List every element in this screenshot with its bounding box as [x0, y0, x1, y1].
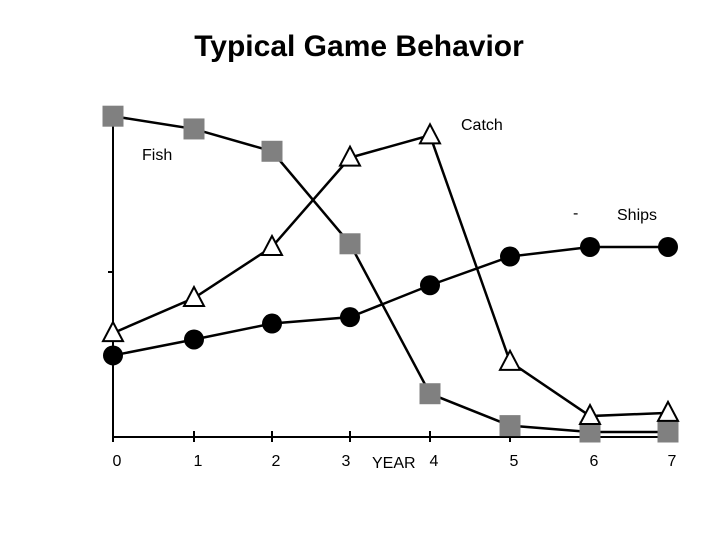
catch-point [338, 144, 362, 167]
fish-point [339, 233, 361, 255]
catch-point [656, 399, 680, 422]
fish-point [657, 421, 679, 443]
ships-point [340, 307, 360, 328]
x-tick-label: 4 [430, 453, 439, 470]
ships-point [420, 275, 440, 296]
x-tick-label: 2 [272, 453, 281, 470]
catch-point [418, 122, 442, 145]
series-line-fish [112, 114, 668, 434]
ships-point [500, 246, 520, 267]
fish-point [261, 140, 283, 162]
catch-point [498, 348, 522, 371]
x-tick-label: 5 [510, 453, 519, 470]
series-label-fish: Fish [142, 147, 172, 164]
annotation-dash: - [573, 205, 578, 222]
x-tick-label: 3 [342, 453, 351, 470]
axes [108, 110, 668, 438]
x-ticks: 0 1 2 3 4 5 6 7 [112, 431, 677, 470]
ships-point [262, 313, 282, 334]
series-markers [101, 105, 680, 443]
fish-point [183, 118, 205, 140]
ships-point [184, 329, 204, 350]
catch-point [578, 402, 602, 426]
series-line-catch [112, 133, 669, 418]
ships-point [580, 236, 600, 257]
ships-point [103, 345, 123, 366]
x-tick-label: 7 [668, 453, 677, 470]
series-label-ships: Ships [617, 207, 657, 224]
chart-title: Typical Game Behavior [194, 30, 524, 63]
x-tick-label: 0 [113, 453, 122, 470]
x-tick-label: 6 [590, 453, 599, 470]
ships-point [658, 236, 678, 257]
catch-point [182, 284, 206, 308]
catch-point [260, 233, 284, 256]
x-tick-label: 1 [194, 453, 203, 470]
series-lines [112, 114, 669, 434]
catch-point [101, 319, 125, 343]
series-label-catch: Catch [461, 117, 503, 134]
fish-point [102, 105, 124, 127]
fish-point [499, 415, 521, 437]
series-line-ships [112, 245, 668, 357]
fish-point [419, 383, 441, 405]
x-axis-label: YEAR [372, 455, 416, 472]
